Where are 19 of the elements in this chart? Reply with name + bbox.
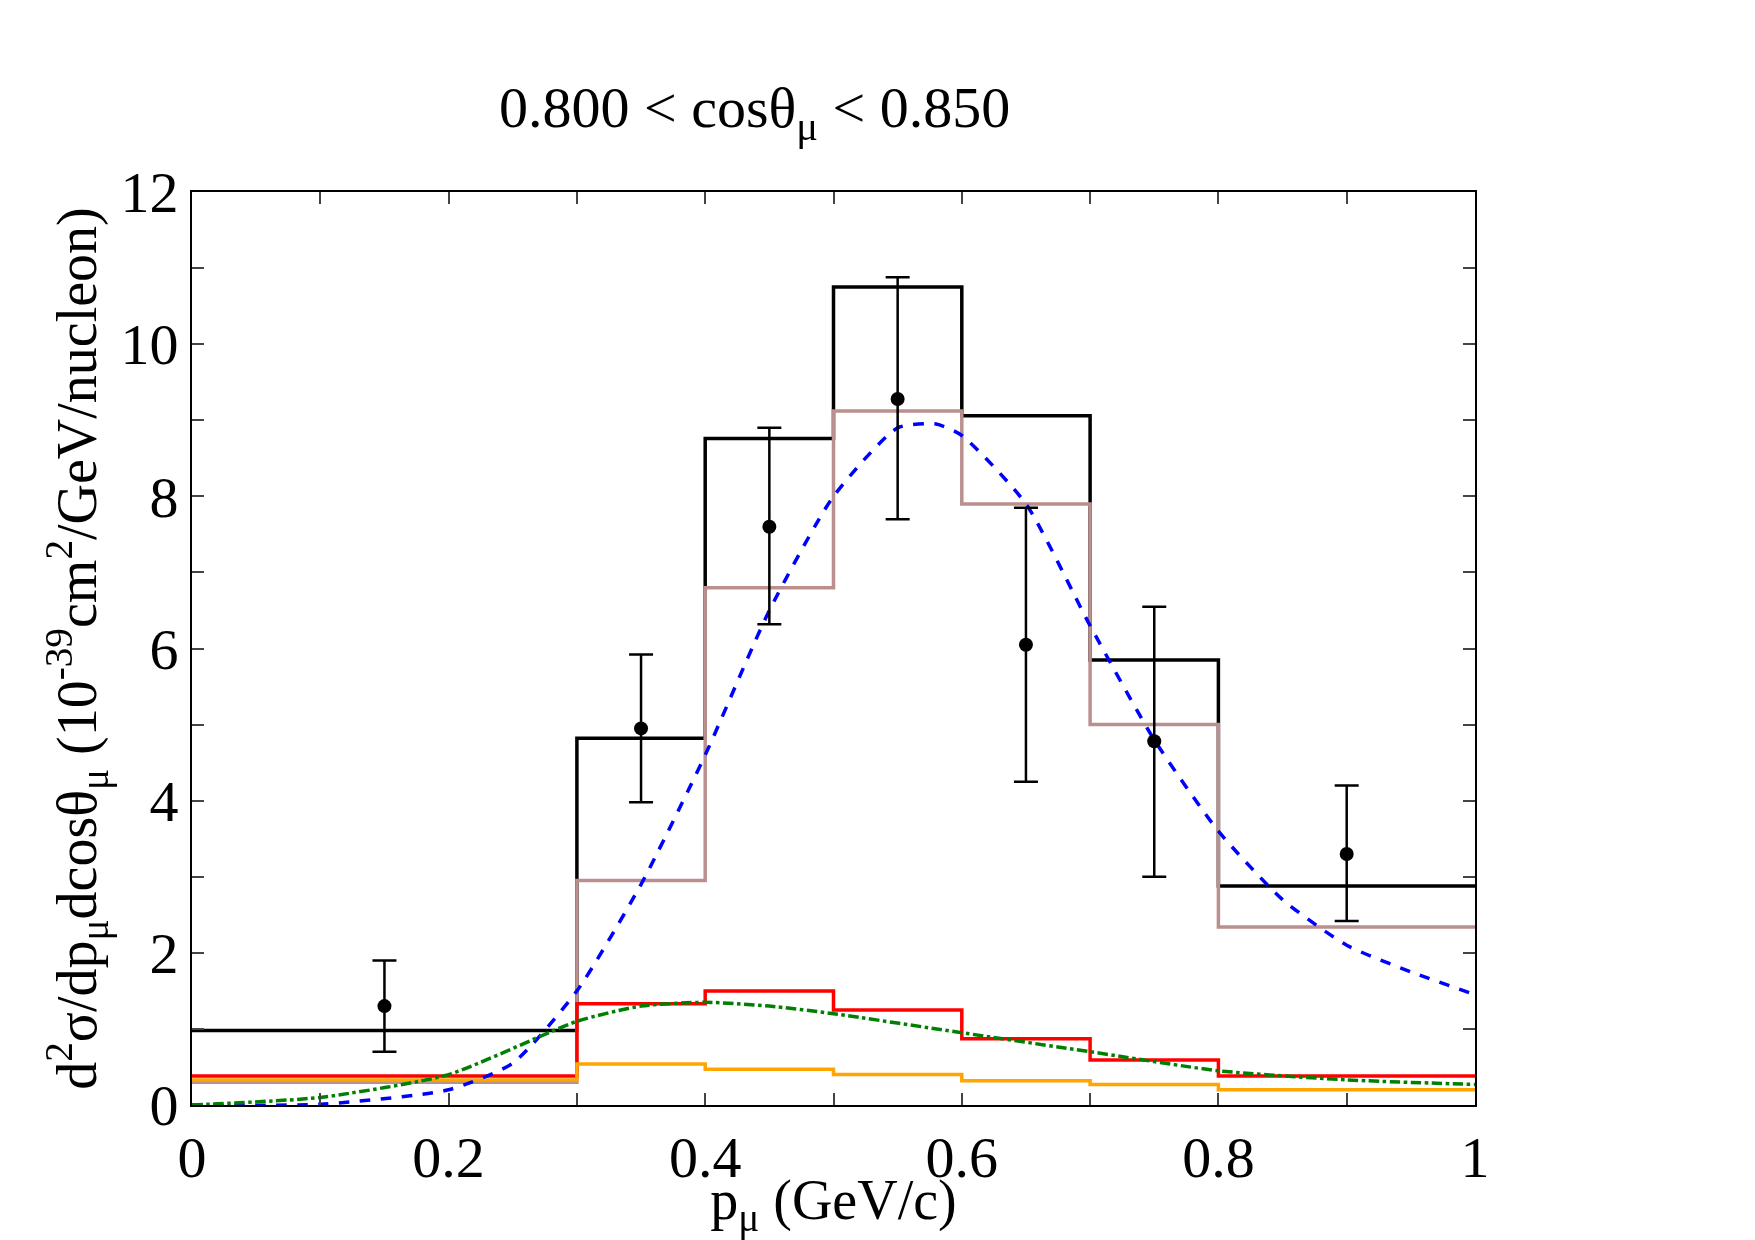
chart-title: 0.800 < cosθ$_{μ}$ < 0.850 bbox=[499, 75, 1011, 149]
y-tick-label: 2 bbox=[149, 921, 179, 987]
y-tick-label: 8 bbox=[149, 464, 179, 530]
y-tick-label: 0 bbox=[149, 1073, 179, 1139]
point bbox=[1339, 846, 1354, 861]
point bbox=[890, 391, 905, 406]
point bbox=[1147, 734, 1162, 749]
point bbox=[634, 721, 649, 736]
x-tick-label: 1 bbox=[1460, 1124, 1490, 1190]
y-tick-label: 6 bbox=[149, 616, 179, 682]
x-tick-label: 0.2 bbox=[412, 1124, 485, 1190]
point bbox=[762, 519, 777, 534]
point bbox=[377, 999, 392, 1014]
y-tick-label: 10 bbox=[120, 312, 179, 378]
y-tick-label: 4 bbox=[149, 768, 179, 834]
y-tick-label: 12 bbox=[120, 160, 179, 226]
x-tick-label: 0.8 bbox=[1182, 1124, 1255, 1190]
point bbox=[1018, 637, 1033, 652]
line-series bbox=[192, 1000, 1475, 1105]
